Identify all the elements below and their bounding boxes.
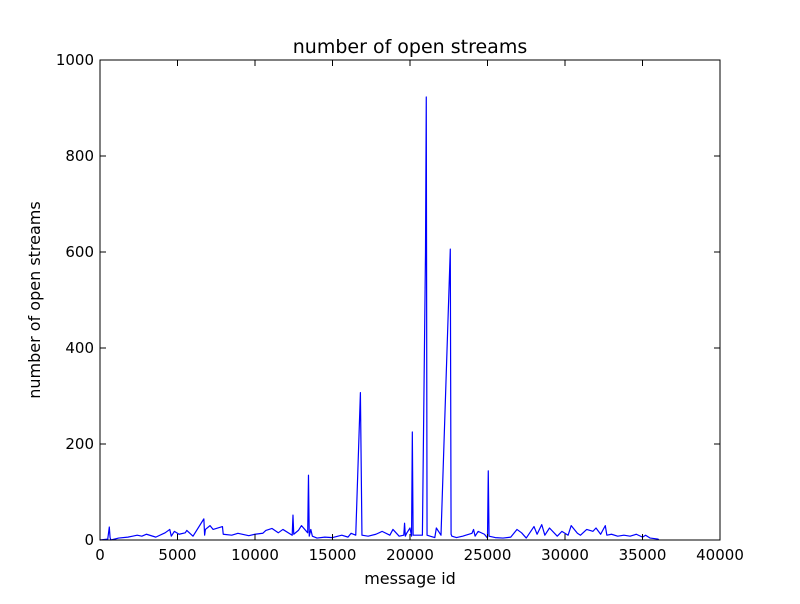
plot-area	[99, 96, 660, 541]
x-tick-label: 35000	[619, 546, 667, 564]
y-tick-label: 600	[65, 243, 94, 261]
x-tick-label: 30000	[541, 546, 589, 564]
axis-ticks: 0 5000 10000 15000 20000 25000 30000 35000 40000…	[56, 51, 744, 564]
plot-frame	[99, 59, 721, 541]
y-tick-label: 800	[65, 147, 94, 165]
series-line-0	[99, 96, 660, 541]
x-tick-label: 20000	[386, 546, 434, 564]
y-tick-label: 1000	[56, 51, 94, 69]
y-tick-label: 400	[65, 339, 94, 357]
x-tick-label: 15000	[309, 546, 357, 564]
x-tick-label: 25000	[464, 546, 512, 564]
x-tick-label: 10000	[231, 546, 279, 564]
chart-title: number of open streams	[293, 36, 528, 58]
y-axis-label: number of open streams	[25, 201, 44, 398]
y-tick-label: 200	[65, 435, 94, 453]
x-tick-label: 40000	[696, 546, 744, 564]
x-tick-label: 0	[95, 546, 105, 564]
y-tick-label: 0	[84, 531, 94, 549]
x-tick-label: 5000	[158, 546, 196, 564]
x-axis-label: message id	[364, 569, 456, 588]
